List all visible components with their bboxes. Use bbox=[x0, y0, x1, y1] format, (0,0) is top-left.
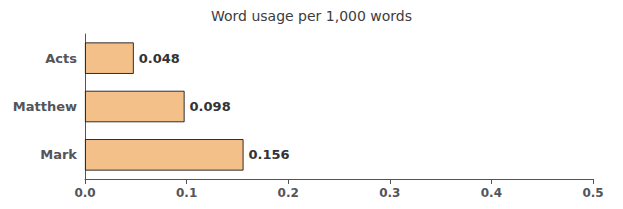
svg-text:Mark: Mark bbox=[40, 147, 77, 162]
svg-text:0.048: 0.048 bbox=[139, 51, 180, 66]
svg-text:0.5: 0.5 bbox=[582, 186, 603, 200]
svg-text:0.1: 0.1 bbox=[176, 186, 197, 200]
svg-text:0.2: 0.2 bbox=[278, 186, 299, 200]
svg-text:0.3: 0.3 bbox=[379, 186, 400, 200]
svg-text:Acts: Acts bbox=[45, 51, 77, 66]
svg-text:0.156: 0.156 bbox=[248, 147, 289, 162]
svg-text:Matthew: Matthew bbox=[13, 99, 77, 114]
svg-text:0.4: 0.4 bbox=[481, 186, 502, 200]
svg-text:0.098: 0.098 bbox=[190, 99, 231, 114]
svg-text:Word usage per 1,000 words: Word usage per 1,000 words bbox=[211, 8, 412, 24]
svg-text:0.0: 0.0 bbox=[74, 186, 95, 200]
